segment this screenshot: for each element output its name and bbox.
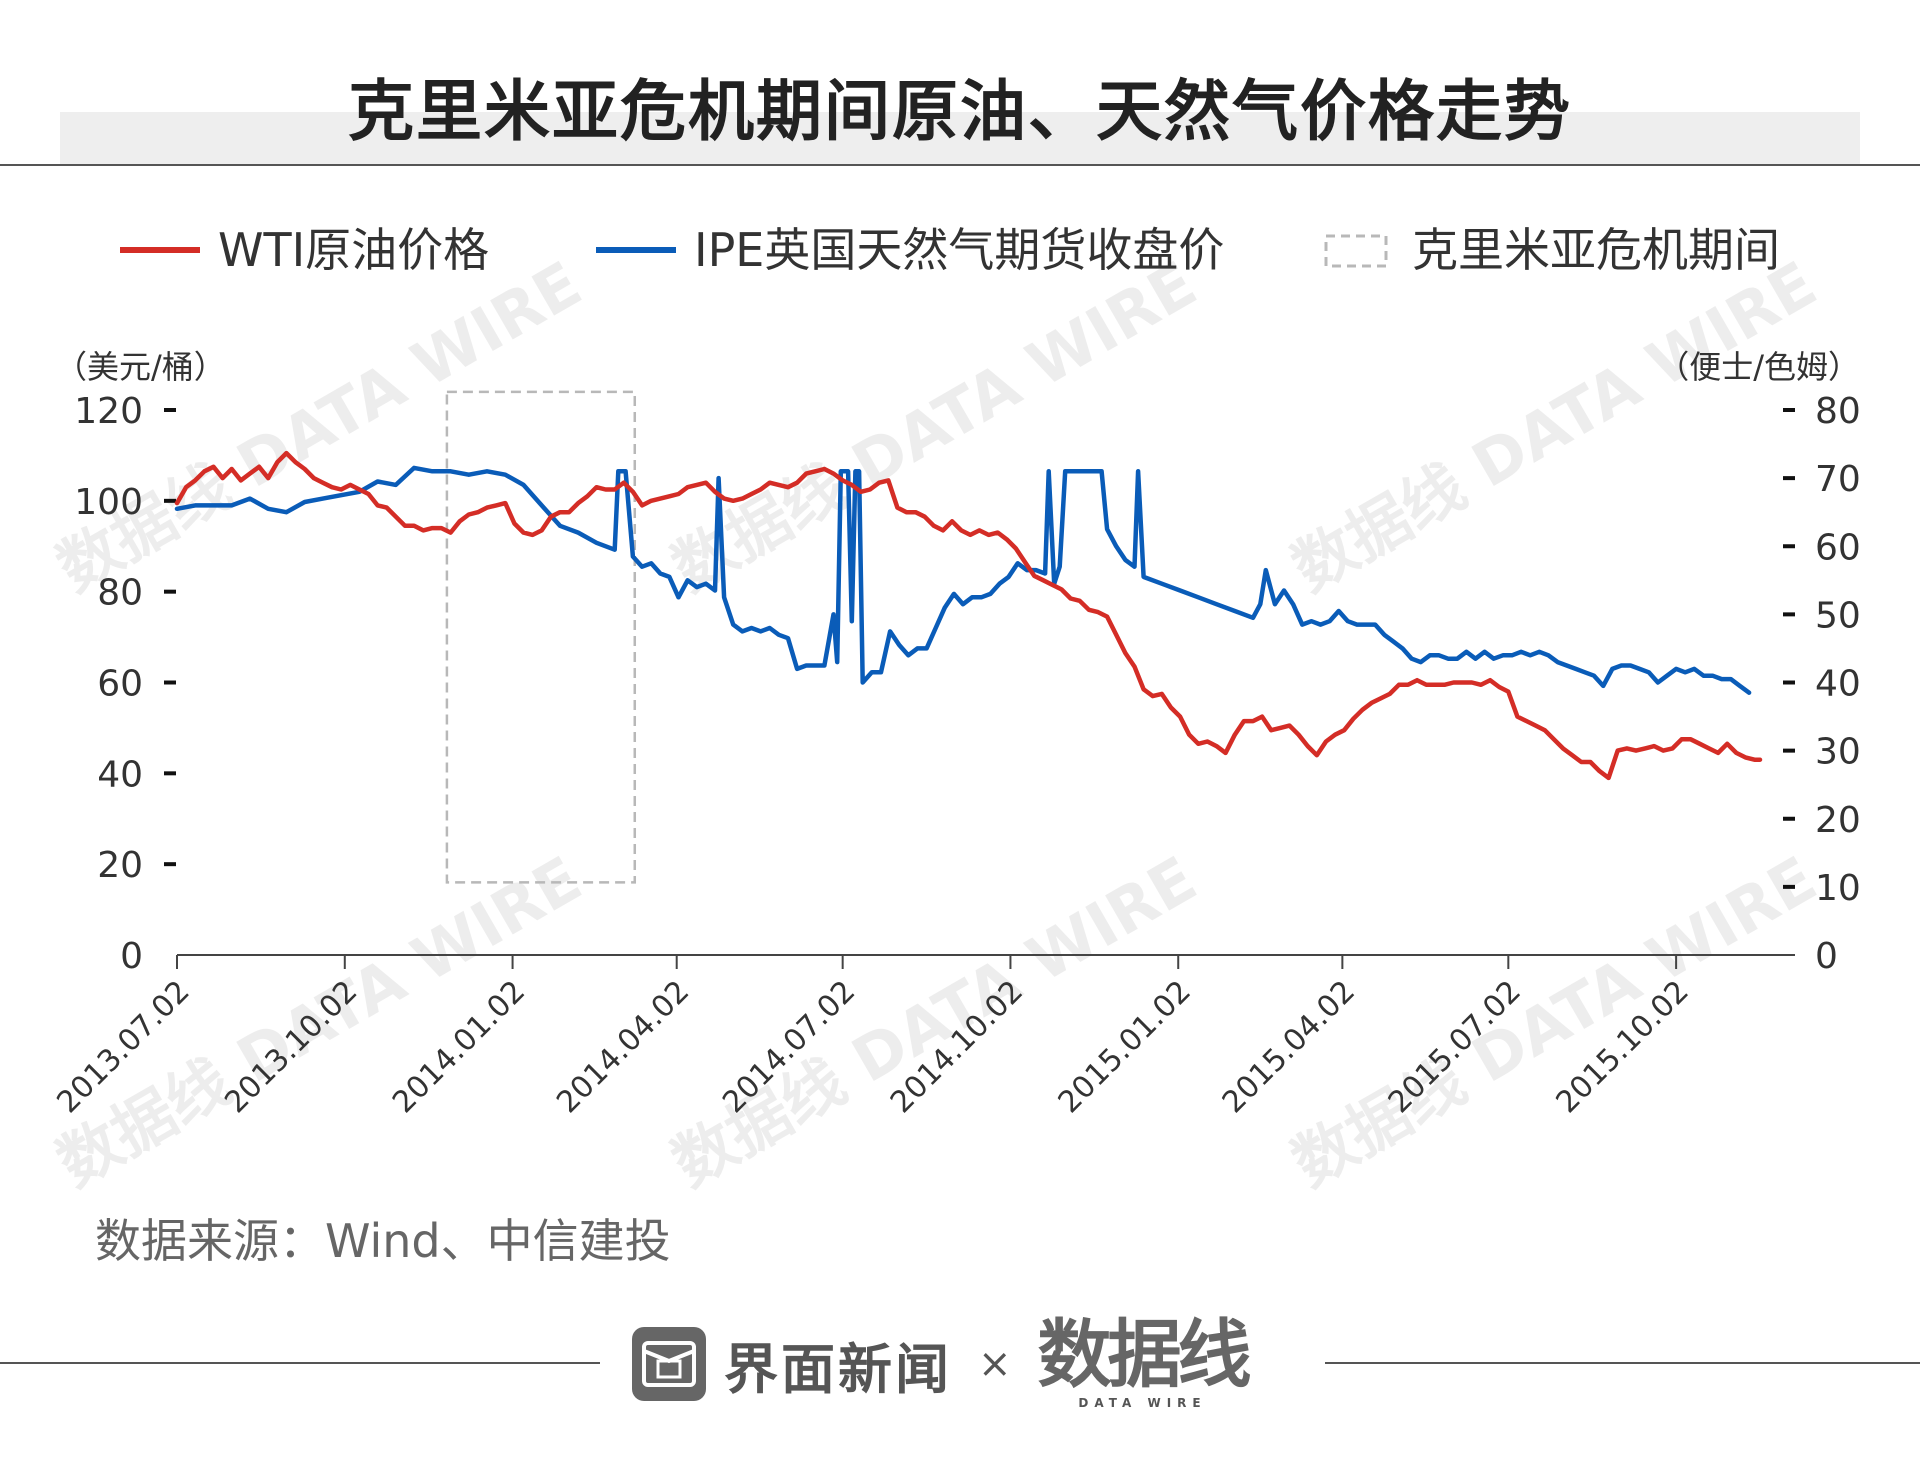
brand-separator: × <box>978 1341 1012 1387</box>
title-band <box>60 112 1860 164</box>
footer-brand: 界面新闻 × 数据线 DATA WIRE <box>632 1318 1252 1410</box>
crisis-period-rect <box>445 390 637 884</box>
series-line-ipe <box>174 465 1752 695</box>
x-tick-label: 2015.04.02 <box>1216 974 1362 1120</box>
y-left-tick-label: 100 <box>74 482 143 523</box>
series-layer <box>174 450 1763 781</box>
brand-icon <box>632 1327 706 1401</box>
y-right-tick-label: 30 <box>1815 732 1861 773</box>
footer-line-left <box>0 1362 600 1364</box>
y-right-tick-label: 50 <box>1815 595 1861 636</box>
source-note: 数据来源：Wind、中信建投 <box>95 1214 671 1268</box>
legend-ipe-label: IPE英国天然气期货收盘价 <box>694 223 1224 277</box>
crisis-period-box <box>445 390 637 884</box>
y-right-tick-label: 0 <box>1815 936 1838 977</box>
y-left-tick-label: 80 <box>97 573 143 614</box>
legend-crisis-label: 克里米亚危机期间 <box>1412 223 1780 277</box>
legend: WTI原油价格 IPE英国天然气期货收盘价 克里米亚危机期间 <box>120 223 1780 277</box>
watermark: 数据线 DATA WIRE <box>1280 842 1828 1201</box>
y-right-tick-label: 70 <box>1815 459 1861 500</box>
title-rule <box>0 164 1920 166</box>
footer-line-right <box>1325 1362 1920 1364</box>
partner-logo: 数据线 DATA WIRE <box>1037 1312 1252 1410</box>
x-tick-label: 2014.04.02 <box>550 974 696 1120</box>
y-left-tick-label: 120 <box>74 391 143 432</box>
y-left-tick-label: 20 <box>97 845 143 886</box>
y-left-tick-label: 0 <box>120 936 143 977</box>
partner-logo-text: 数据线 <box>1037 1312 1252 1398</box>
y-right-unit: （便士/色姆） <box>1657 348 1860 386</box>
page-title: 克里米亚危机期间原油、天然气价格走势 <box>348 73 1572 150</box>
legend-crisis-swatch <box>1324 234 1388 268</box>
y-right-tick-label: 40 <box>1815 664 1861 705</box>
y-right-tick-label: 80 <box>1815 391 1861 432</box>
y-right-tick-label: 10 <box>1815 868 1861 909</box>
legend-wti-label: WTI原油价格 <box>218 223 489 277</box>
y-left-ticks: 0 20 40 60 80 100 120 <box>74 391 176 977</box>
y-left-unit: （美元/桶） <box>55 348 226 386</box>
y-right-tick-label: 60 <box>1815 527 1861 568</box>
watermark: 数据线 DATA WIRE <box>1280 247 1828 606</box>
y-left-tick-label: 40 <box>97 754 143 795</box>
watermark: 数据线 DATA WIRE <box>660 247 1208 606</box>
x-tick-label: 2015.01.02 <box>1052 974 1198 1120</box>
y-right-tick-label: 20 <box>1815 800 1861 841</box>
y-right-ticks: 0 10 20 30 40 50 60 70 80 <box>1783 391 1861 977</box>
y-left-tick-label: 60 <box>97 664 143 705</box>
partner-logo-subtext: DATA WIRE <box>1078 1396 1207 1410</box>
brand-name: 界面新闻 <box>724 1337 952 1401</box>
series-line-wti <box>174 450 1763 781</box>
